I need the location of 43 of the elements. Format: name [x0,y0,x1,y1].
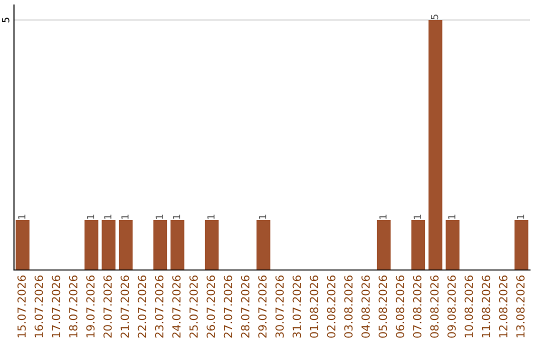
x-tick-label: 24.07.2026 [172,276,181,338]
data-label: 5 [430,14,438,20]
data-label: 1 [207,214,214,219]
x-tick-label: 04.08.2026 [361,276,370,338]
x-tick-label: 12.08.2026 [499,276,508,338]
x-tick-label: 08.08.2026 [430,276,439,338]
data-label: 1 [86,214,94,219]
x-tick-label: 03.08.2026 [344,276,353,338]
x-tick-label: 05.08.2026 [378,276,388,338]
data-label: 1 [172,214,180,219]
x-tick-label: 21.07.2026 [120,276,130,338]
x-tick-label: 18.07.2026 [69,276,78,338]
x-tick-label: 02.08.2026 [327,276,336,338]
x-tick-label: 28.07.2026 [241,276,250,338]
x-tick-label: 25.07.2026 [189,276,198,338]
x-tick-label: 07.08.2026 [413,276,422,338]
data-label: 1 [104,214,112,219]
data-label: 1 [121,214,128,219]
data-label: 1 [516,214,524,219]
x-tick-label: 13.08.2026 [516,276,525,338]
x-tick-label: 27.07.2026 [224,276,232,338]
x-tick-label: 22.07.2026 [138,276,146,338]
data-label: 1 [18,214,26,219]
x-tick-label: 01.08.2026 [310,276,318,338]
x-tick-label: 16.07.2026 [34,276,44,338]
x-tick-label: 15.07.2026 [17,276,26,338]
x-tick-label: 30.07.2026 [275,276,284,338]
data-label: 1 [448,214,456,219]
x-tick-label: 29.07.2026 [258,276,267,338]
data-label: 1 [414,214,421,219]
data-label: 1 [156,214,163,219]
data-label: 1 [258,214,266,219]
x-tick-label: 19.07.2026 [86,276,95,338]
x-tick-label: 26.07.2026 [206,276,216,338]
x-tick-label: 09.08.2026 [447,276,456,338]
x-tick-label: 31.07.2026 [292,276,302,338]
x-tick-label: 11.08.2026 [482,276,490,338]
x-tick-label: 23.07.2026 [155,276,164,338]
data-label: 1 [379,214,386,219]
x-tick-label: 06.08.2026 [396,276,404,338]
x-tick-label: 20.07.2026 [103,276,112,338]
x-tick-label: 10.08.2026 [464,276,474,338]
x-tick-label: 17.07.2026 [52,276,60,338]
